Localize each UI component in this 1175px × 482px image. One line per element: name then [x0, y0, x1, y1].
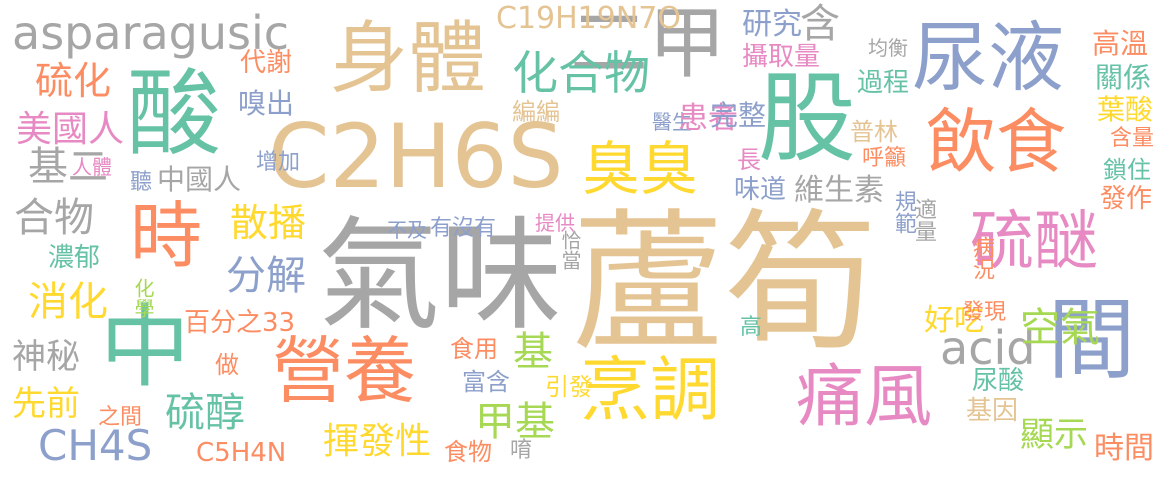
cloud-word-w47: 做	[215, 351, 239, 379]
cloud-word-w40: 聽	[130, 170, 153, 195]
cloud-word-w53: 恰當	[558, 230, 582, 270]
cloud-word-w26: 散播	[230, 201, 307, 245]
cloud-word-w55: 醫生	[652, 110, 692, 134]
cloud-word-w66: 葉酸	[1097, 93, 1154, 126]
cloud-word-w46: C5H4N	[196, 438, 287, 468]
cloud-word-w28: 消化	[28, 279, 108, 325]
cloud-word-w73: 適量	[911, 198, 936, 242]
cloud-word-w31: 甲基	[475, 399, 555, 445]
cloud-word-w44: 先前	[12, 384, 80, 424]
cloud-word-w54: 編編	[512, 98, 560, 126]
cloud-word-w84: 富含	[462, 368, 510, 396]
cloud-word-w35: C19H19N7O	[496, 1, 681, 36]
cloud-word-w78: 高	[740, 315, 763, 340]
cloud-word-w59: 味道	[734, 175, 787, 205]
cloud-word-w77: 發現	[962, 300, 1007, 325]
cloud-word-w38: 增加	[256, 150, 301, 175]
cloud-word-w43: 神秘	[12, 337, 80, 377]
cloud-word-w71: 呼籲	[862, 146, 907, 171]
cloud-word-w29: 硫醇	[165, 390, 245, 436]
cloud-word-w39: 人體	[72, 155, 112, 179]
cloud-word-w80: 基因	[966, 396, 1019, 426]
cloud-word-w52: 提供	[535, 211, 575, 235]
cloud-word-w01: 蘆筍	[572, 195, 876, 372]
cloud-word-w62: 過程	[857, 68, 910, 98]
cloud-word-w25: 合物	[14, 195, 94, 241]
cloud-word-w60: 維生素	[794, 173, 884, 208]
cloud-word-w85: 引發	[545, 373, 593, 401]
cloud-word-w03: C2H6S	[268, 105, 564, 208]
cloud-word-w17: 臭臭	[582, 135, 699, 203]
cloud-word-w41: 中國人	[157, 163, 242, 196]
cloud-word-w68: 鎖住	[1103, 156, 1151, 184]
cloud-word-w81: 顯示	[1020, 415, 1088, 455]
cloud-word-w22: 硫化	[35, 59, 112, 103]
cloud-word-w02: 氣味	[318, 205, 562, 347]
cloud-word-w57: 完整	[710, 99, 767, 132]
cloud-word-w21: acid	[940, 321, 1036, 375]
cloud-word-w13: 痛風	[796, 358, 933, 437]
cloud-word-w48: 百分之33	[184, 308, 296, 338]
cloud-word-w82: 時間	[1094, 431, 1154, 466]
cloud-word-w50: 不及	[387, 218, 427, 242]
cloud-word-w42: 濃郁	[48, 243, 101, 273]
cloud-word-w34: 含	[800, 1, 840, 47]
cloud-word-w18: asparagusic	[12, 6, 290, 60]
cloud-word-w30: 揮發性	[323, 421, 432, 462]
cloud-word-w32: 基	[506, 330, 552, 370]
cloud-word-w69: 發作	[1100, 184, 1153, 214]
cloud-word-w19: 化合物	[512, 46, 650, 100]
cloud-word-w64: 高溫	[1092, 27, 1149, 60]
cloud-word-w74: 病況	[969, 236, 994, 280]
cloud-word-w24: 基二	[28, 144, 108, 190]
cloud-word-w09: 尿液	[912, 13, 1064, 102]
cloud-word-w63: 均衡	[868, 36, 908, 60]
cloud-word-w10: 飲食	[926, 101, 1066, 183]
cloud-word-w27: 分解	[226, 253, 306, 299]
cloud-word-w79: 尿酸	[972, 366, 1025, 396]
cloud-word-w61: 攝取量	[742, 42, 821, 72]
cloud-word-w72: 規範	[891, 190, 916, 234]
cloud-word-w36: 代謝	[240, 48, 293, 78]
cloud-word-w37: 嗅出	[238, 87, 295, 120]
cloud-word-w86: 食物	[444, 438, 492, 466]
cloud-word-w05: 酸	[127, 60, 222, 169]
cloud-word-w06: 中	[100, 295, 190, 400]
cloud-word-w75: 空氣	[1020, 305, 1100, 351]
cloud-word-w49: 化學	[131, 278, 155, 318]
cloud-word-w20: CH4S	[38, 421, 153, 470]
cloud-word-w23: 美國人	[16, 109, 125, 150]
cloud-word-w33: 研究	[742, 7, 802, 42]
cloud-word-w15: 時	[130, 194, 203, 278]
cloud-word-w67: 含量	[1110, 126, 1155, 151]
cloud-word-w08: 二甲	[570, 0, 727, 89]
cloud-word-w65: 關係	[1095, 61, 1152, 94]
cloud-word-w83: 食用	[450, 335, 498, 363]
cloud-word-w51: 有沒有	[430, 216, 497, 241]
cloud-word-w07: 身體	[330, 14, 487, 104]
cloud-word-w45: 之間	[98, 405, 143, 430]
cloud-word-w58: 長	[737, 146, 761, 174]
cloud-word-w11: 營養	[272, 329, 417, 413]
cloud-word-w70: 普林	[850, 118, 898, 146]
cloud-word-w87: 唷	[510, 438, 533, 463]
cloud-word-w76: 好吃	[924, 303, 984, 338]
cloud-word-w16: 間	[1033, 293, 1136, 381]
cloud-word-w04: 股	[758, 62, 857, 176]
cloud-word-w56: 患者	[678, 101, 738, 136]
cloud-word-w14: 硫醚	[970, 205, 1098, 279]
cloud-word-w12: 烹調	[580, 349, 720, 431]
